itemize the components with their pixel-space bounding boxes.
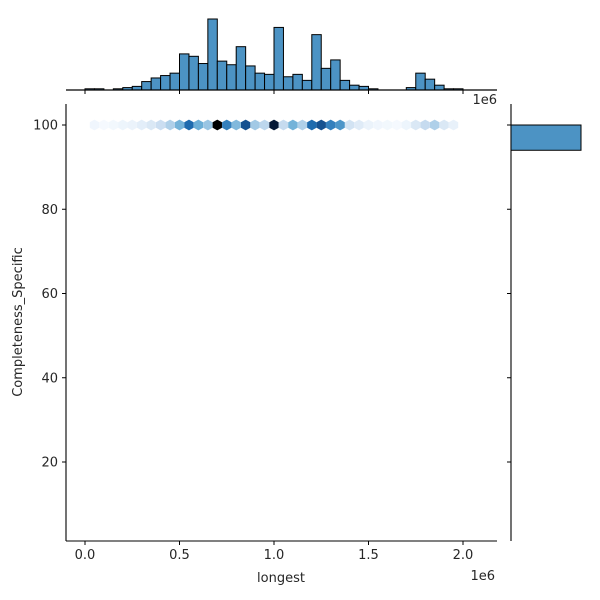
hexbin-cell <box>118 119 128 131</box>
top-marginal-histogram <box>84 18 464 91</box>
histogram-bar <box>226 64 237 91</box>
hexbin-cell <box>316 119 326 131</box>
right-marginal-histogram <box>510 124 582 151</box>
right-marginal-ticks <box>507 124 511 463</box>
histogram-bar <box>330 59 341 91</box>
hexbin-cell <box>155 119 166 131</box>
y-tick-label: 40 <box>41 371 58 386</box>
histogram-bar <box>254 72 266 91</box>
hexbin-cell <box>184 119 194 131</box>
hexbin-cell <box>212 119 222 131</box>
hexbin-cell <box>344 119 355 131</box>
histogram-bar <box>273 26 284 91</box>
hexbin-cell <box>326 119 336 131</box>
hexbin-cell <box>108 119 119 131</box>
histogram-bar <box>349 84 360 91</box>
hexbin-cell <box>420 119 430 131</box>
histogram-bar <box>150 77 162 91</box>
x-axis-label: longest <box>257 571 305 586</box>
histogram-bar <box>197 63 209 91</box>
histogram-bar <box>301 79 313 91</box>
histogram-bar <box>264 73 275 91</box>
histogram-bar <box>434 84 445 91</box>
hexbin-cell <box>429 119 440 131</box>
histogram-bar <box>339 79 351 91</box>
hexbin-cell <box>307 119 317 131</box>
histogram-bar <box>415 72 426 91</box>
hexbin-cell <box>411 119 421 131</box>
hexbin-cell <box>269 119 279 131</box>
hexbin-cell <box>297 119 308 131</box>
hexbin-cell <box>203 119 213 131</box>
x-tick-label: 0.0 <box>75 548 96 563</box>
hexbin-cell <box>99 119 109 131</box>
hexbin-cell <box>439 119 449 131</box>
histogram-bar <box>245 65 256 91</box>
hexbin-cell <box>288 119 298 131</box>
top-marginal-ticks <box>84 90 464 94</box>
histogram-bar <box>292 73 303 91</box>
y-axis-ticks: 20 40 60 80 100 <box>33 119 66 471</box>
hexbin-cell <box>401 119 411 131</box>
hexbin-layer <box>89 119 459 131</box>
y-tick-label: 60 <box>41 287 58 302</box>
y-axis-label: Completeness_Specific <box>11 247 26 397</box>
x-axis-ticks: 0.0 0.5 1.0 1.5 2.0 <box>75 541 474 563</box>
histogram-bar <box>207 18 218 91</box>
histogram-bar <box>235 46 247 91</box>
x-tick-label: 0.5 <box>169 548 190 563</box>
histogram-bar <box>160 75 171 91</box>
x-offset-label: 1e6 <box>470 569 495 584</box>
histogram-bar <box>141 81 152 91</box>
hexbin-cell <box>250 119 260 131</box>
histogram-bar <box>169 72 181 91</box>
hexbin-cell <box>278 119 289 131</box>
y-tick-label: 100 <box>33 119 58 134</box>
histogram-bar <box>424 78 436 91</box>
hexbin-cell <box>259 119 270 131</box>
hexbin-cell <box>354 119 364 131</box>
hexbin-cell <box>193 119 204 131</box>
hexbin-cell <box>448 119 459 131</box>
hexbin-cell <box>146 119 156 131</box>
hexbin-cell <box>363 119 374 131</box>
histogram-bar <box>216 60 228 91</box>
hexbin-cell <box>240 119 251 131</box>
histogram-bar <box>311 34 322 91</box>
hexbin-cell <box>174 119 185 131</box>
hexbin-cell <box>222 119 232 131</box>
histogram-bar <box>282 76 294 91</box>
x-tick-label: 1.5 <box>358 548 379 563</box>
top-offset-label: 1e6 <box>472 93 497 108</box>
hexbin-cell <box>137 119 147 131</box>
hexbin-cell <box>127 119 137 131</box>
hexbin-cell <box>165 119 175 131</box>
hexbin-cell <box>382 119 393 131</box>
histogram-bar <box>510 124 582 151</box>
y-tick-label: 80 <box>41 203 58 218</box>
hexbin-cell <box>335 119 345 131</box>
y-tick-label: 20 <box>41 456 58 471</box>
hexbin-cell <box>231 119 241 131</box>
histogram-bar <box>179 53 190 91</box>
x-tick-label: 2.0 <box>453 548 474 563</box>
histogram-bar <box>188 55 199 91</box>
x-tick-label: 1.0 <box>264 548 285 563</box>
histogram-bar <box>320 67 332 91</box>
hexbin-cell <box>89 119 100 131</box>
hexbin-cell <box>373 119 383 131</box>
hexbin-cell <box>392 119 402 131</box>
